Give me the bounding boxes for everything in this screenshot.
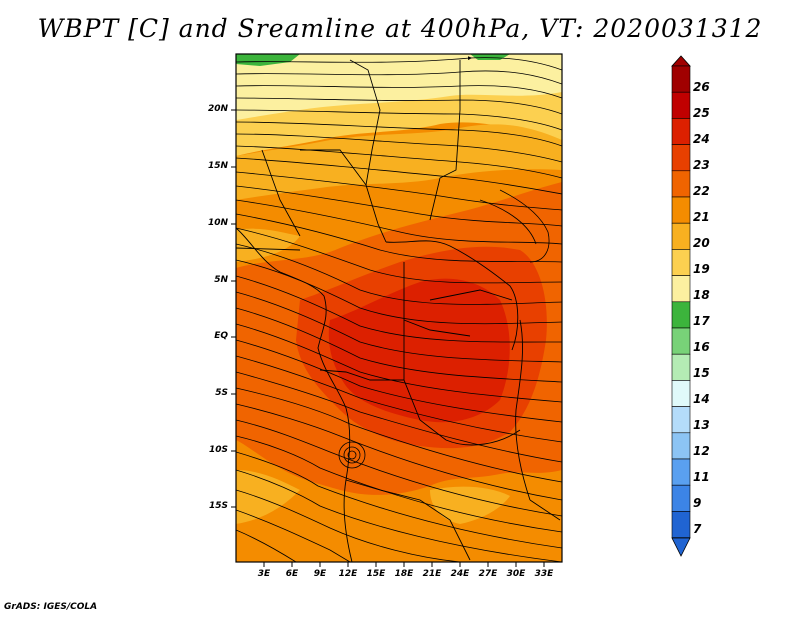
colorbar-label-14: 14 xyxy=(693,392,710,406)
colorbar-segment xyxy=(671,118,691,145)
colorbar-label-16: 16 xyxy=(693,340,710,354)
colorbar-segment xyxy=(671,380,691,407)
lon-label-18e: 18E xyxy=(394,569,414,579)
colorbar-segment xyxy=(671,196,691,224)
colorbar-segment xyxy=(671,484,691,512)
colorbar-label-24: 24 xyxy=(693,132,710,146)
colorbar-segment xyxy=(671,91,691,119)
lat-label-5s: 5S xyxy=(215,388,228,398)
lon-label-21e: 21E xyxy=(422,569,442,579)
colorbar-label-25: 25 xyxy=(693,106,710,120)
colorbar-label-15: 15 xyxy=(693,366,710,380)
wbpt-shading xyxy=(236,54,562,562)
streamlines xyxy=(236,56,562,562)
map-frame xyxy=(235,53,563,563)
colorbar-segment xyxy=(671,222,691,250)
lon-label-6e: 6E xyxy=(285,569,299,579)
lon-label-12e: 12E xyxy=(338,569,358,579)
colorbar-segment xyxy=(671,353,691,381)
colorbar-segment xyxy=(671,511,691,538)
lon-label-15e: 15E xyxy=(366,569,386,579)
lat-label-eq: EQ xyxy=(214,331,228,341)
lon-label-9e: 9E xyxy=(313,569,327,579)
lat-label-10n: 10N xyxy=(207,218,228,228)
map-title: WBPT [C] and Sreamline at 400hPa, VT: 20… xyxy=(37,14,763,43)
colorbar-label-11: 11 xyxy=(693,470,710,484)
lon-ticks xyxy=(263,562,545,567)
colorbar-label-9: 9 xyxy=(693,496,702,510)
colorbar-label-21: 21 xyxy=(693,210,710,224)
colorbar-segment xyxy=(671,144,691,172)
grads-credit: GrADS: IGES/COLA xyxy=(4,602,98,612)
colorbar-top-arrow xyxy=(671,55,691,67)
colorbar-label-13: 13 xyxy=(693,418,710,432)
colorbar-label-19: 19 xyxy=(693,262,710,276)
lon-label-33e: 33E xyxy=(534,569,554,579)
lon-label-30e: 30E xyxy=(506,569,526,579)
colorbar-label-12: 12 xyxy=(693,444,710,458)
colorbar-segment xyxy=(671,301,691,329)
colorbar-label-17: 17 xyxy=(693,314,710,328)
lat-label-5n: 5N xyxy=(214,275,228,285)
colorbar-label-22: 22 xyxy=(693,184,710,198)
colorbar-bottom-arrow xyxy=(671,537,691,557)
lon-label-24e: 24E xyxy=(450,569,470,579)
lat-label-15s: 15S xyxy=(208,501,228,511)
country-borders xyxy=(236,59,561,562)
colorbar-label-23: 23 xyxy=(693,158,710,172)
lat-label-15n: 15N xyxy=(207,161,228,171)
colorbar-segment xyxy=(671,170,691,198)
colorbar-segment xyxy=(671,432,691,460)
colorbar xyxy=(671,55,691,557)
colorbar-segment xyxy=(671,458,691,486)
lon-label-27e: 27E xyxy=(478,569,498,579)
colorbar-segment xyxy=(671,275,691,303)
colorbar-segment xyxy=(671,65,691,93)
colorbar-segment xyxy=(671,249,691,276)
lat-label-10s: 10S xyxy=(208,445,228,455)
colorbar-segment xyxy=(671,406,691,434)
colorbar-label-20: 20 xyxy=(693,236,710,250)
colorbar-label-7: 7 xyxy=(693,522,702,536)
colorbar-label-18: 18 xyxy=(693,288,710,302)
colorbar-label-26: 26 xyxy=(693,80,710,94)
lon-label-3e: 3E xyxy=(257,569,271,579)
lat-ticks xyxy=(231,109,236,508)
lat-label-20n: 20N xyxy=(207,104,228,114)
colorbar-segment xyxy=(671,327,691,355)
